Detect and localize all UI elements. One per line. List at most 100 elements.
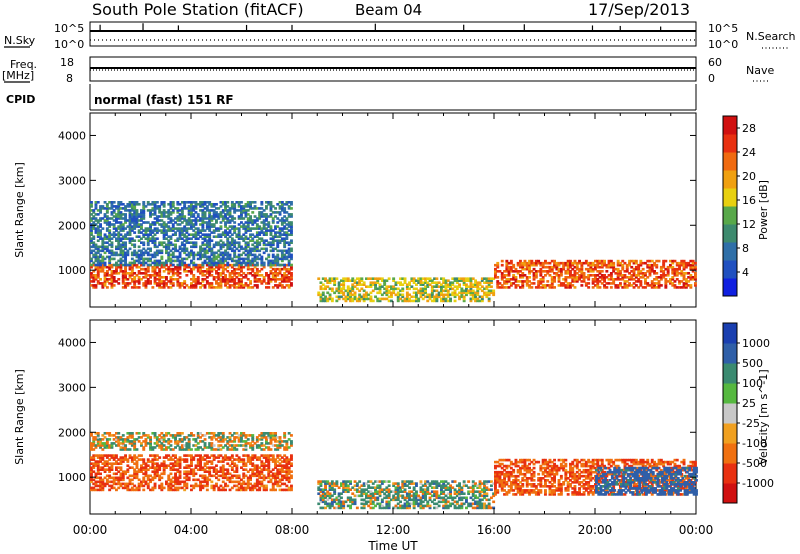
heatmap-cell	[110, 217, 114, 220]
heatmap-cell	[609, 286, 613, 289]
heatmap-cell	[133, 488, 137, 492]
heatmap-cell	[192, 241, 196, 244]
heatmap-cell	[237, 245, 241, 249]
heatmap-cell	[160, 282, 164, 285]
heatmap-cell	[405, 291, 409, 295]
heatmap-cell	[280, 201, 284, 204]
heatmap-cell	[176, 274, 180, 277]
heatmap-cell	[219, 474, 223, 478]
heatmap-cell	[105, 438, 109, 441]
heatmap-cell	[149, 280, 152, 283]
heatmap-cell	[290, 225, 293, 228]
heatmap-cell	[237, 255, 241, 259]
heatmap-cell	[240, 261, 243, 265]
heatmap-cell	[140, 215, 143, 218]
heatmap-cell	[687, 272, 691, 275]
heatmap-cell	[110, 251, 114, 255]
heatmap-cell	[237, 272, 241, 275]
heatmap-cell	[507, 280, 511, 283]
heatmap-cell	[280, 470, 284, 473]
heatmap-cell	[235, 480, 239, 484]
heatmap-cell	[280, 233, 284, 236]
heatmap-cell	[208, 229, 212, 232]
heatmap-cell	[240, 280, 243, 283]
heatmap-cell	[174, 243, 177, 247]
heatmap-cell	[365, 295, 368, 299]
heatmap-cell	[680, 280, 684, 283]
heatmap-cell	[428, 297, 432, 301]
heatmap-cell	[96, 480, 100, 484]
heatmap-cell	[203, 229, 207, 232]
heatmap-cell	[135, 263, 139, 267]
heatmap-cell	[637, 265, 641, 269]
heatmap-cell	[462, 283, 466, 286]
heatmap-cell	[319, 480, 323, 483]
heatmap-cell	[208, 201, 212, 204]
heatmap-cell	[201, 201, 205, 204]
heatmap-cell	[260, 221, 264, 224]
heatmap-cell	[609, 276, 613, 279]
heatmap-cell	[126, 432, 130, 435]
heatmap-cell	[99, 259, 102, 263]
heatmap-cell	[212, 474, 216, 478]
heatmap-cell	[105, 274, 109, 277]
heatmap-cell	[262, 474, 266, 478]
heatmap-cell	[287, 470, 291, 473]
heatmap-cell	[149, 229, 152, 232]
heatmap-cell	[362, 295, 366, 299]
heatmap-cell	[128, 276, 132, 279]
heatmap-cell	[691, 261, 695, 265]
heatmap-cell	[112, 480, 116, 484]
heatmap-cell	[117, 440, 121, 443]
heatmap-cell	[290, 223, 293, 226]
heatmap-cell	[278, 205, 282, 208]
heatmap-cell	[160, 280, 164, 283]
heatmap-cell	[174, 233, 177, 236]
heatmap-cell	[644, 286, 647, 289]
heatmap-cell	[183, 476, 187, 480]
heatmap-cell	[664, 278, 668, 281]
heatmap-cell	[237, 209, 241, 212]
heatmap-cell	[228, 438, 232, 441]
heatmap-cell	[691, 265, 695, 269]
heatmap-cell	[167, 286, 171, 289]
heatmap-cell	[96, 440, 100, 443]
heatmap-cell	[128, 456, 132, 459]
heatmap-cell	[205, 470, 209, 473]
heatmap-cell	[507, 270, 511, 273]
heatmap-cell	[269, 440, 273, 443]
heatmap-cell	[208, 257, 212, 261]
heatmap-cell	[183, 247, 187, 251]
heatmap-cell	[358, 299, 362, 303]
heatmap-cell	[244, 274, 248, 277]
heatmap-cell	[180, 458, 184, 461]
heatmap-cell	[196, 454, 200, 457]
heatmap-cell	[121, 223, 125, 226]
heatmap-cell	[130, 274, 134, 277]
heatmap-cell	[185, 476, 189, 480]
heatmap-cell	[571, 280, 575, 283]
heatmap-cell	[319, 506, 323, 510]
heatmap-cell	[224, 474, 227, 478]
heatmap-cell	[474, 293, 477, 297]
heatmap-cell	[192, 472, 196, 476]
heatmap-cell	[324, 502, 327, 506]
heatmap-cell	[185, 284, 189, 287]
heatmap-cell	[274, 267, 277, 271]
heatmap-cell	[255, 468, 259, 471]
heatmap-cell	[178, 255, 182, 259]
heatmap-cell	[678, 261, 681, 265]
heatmap-cell	[174, 247, 177, 251]
heatmap-cell	[512, 276, 516, 279]
heatmap-cell	[659, 267, 663, 271]
heatmap-cell	[671, 272, 675, 275]
heatmap-cell	[210, 460, 214, 463]
heatmap-cell	[160, 472, 164, 476]
heatmap-cell	[185, 221, 189, 224]
heatmap-cell	[103, 470, 107, 473]
heatmap-cell	[342, 281, 346, 284]
heatmap-cell	[290, 213, 293, 216]
heatmap-cell	[94, 207, 98, 210]
heatmap-cell	[401, 277, 405, 280]
heatmap-cell	[285, 219, 289, 222]
